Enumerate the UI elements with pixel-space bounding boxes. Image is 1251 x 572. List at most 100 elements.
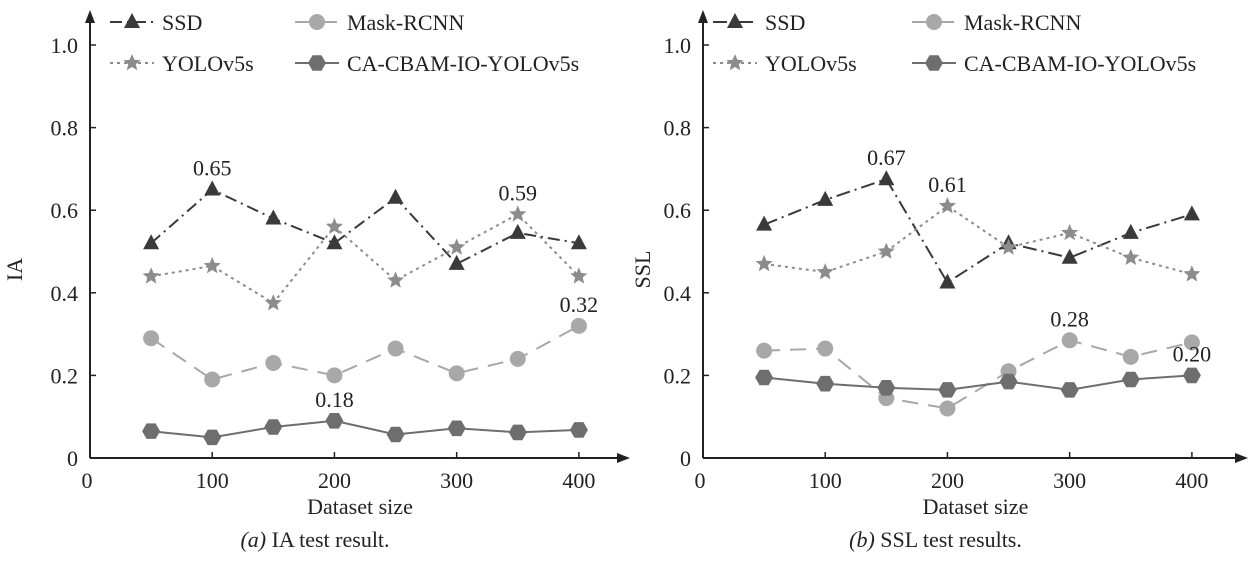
chart-a-series-3 bbox=[142, 413, 588, 446]
chart-a-data-point bbox=[509, 350, 526, 367]
chart-b-series-line bbox=[763, 204, 1193, 276]
chart-a-legend-label: CA-CBAM-IO-YOLOv5s bbox=[347, 51, 579, 76]
chart-b-data-point bbox=[877, 380, 896, 396]
chart-b-series-line bbox=[763, 177, 1193, 284]
chart-b-data-point bbox=[999, 373, 1018, 390]
chart-b-data-point bbox=[755, 254, 773, 272]
chart-b-y-tick-label: 0.4 bbox=[664, 281, 692, 306]
chart-a-data-point bbox=[203, 257, 221, 274]
chart-b-data-point bbox=[938, 197, 956, 214]
chart-a-data-point bbox=[326, 367, 343, 384]
chart-a-legend-label: SSD bbox=[162, 10, 202, 35]
chart-a-y-tick-label: 0 bbox=[67, 446, 78, 471]
chart-a-data-point bbox=[325, 413, 344, 429]
chart-b-data-point bbox=[1061, 248, 1078, 264]
chart-a-series-2 bbox=[142, 205, 588, 311]
chart-b-data-point bbox=[878, 170, 895, 186]
chart-b-x-tick-label: 300 bbox=[1053, 468, 1086, 493]
chart-a-data-point bbox=[142, 267, 160, 284]
chart-a-data-point bbox=[508, 424, 527, 441]
chart-b-data-point bbox=[1183, 205, 1200, 221]
chart-a-x-tick-label: 200 bbox=[318, 468, 351, 493]
chart-b-legend-label: YOLOv5s bbox=[765, 51, 857, 76]
chart-a-data-point bbox=[142, 423, 161, 439]
chart-b-y-axis-arrow bbox=[698, 10, 708, 23]
chart-b-x-tick-label: 200 bbox=[931, 468, 964, 493]
chart-b-y-axis-label: SSL bbox=[630, 251, 655, 289]
chart-b-y-tick-label: 1.0 bbox=[664, 33, 692, 58]
chart-a-legend-marker bbox=[308, 55, 326, 71]
chart-a-y-axis-label: IA bbox=[2, 258, 27, 281]
chart-b-data-point bbox=[1061, 332, 1078, 349]
chart-b-data-point bbox=[939, 273, 956, 289]
chart-a-data-label: 0.32 bbox=[560, 292, 599, 317]
chart-b-data-point bbox=[1183, 334, 1200, 351]
chart-a-data-point bbox=[448, 365, 465, 382]
chart-b-x-tick-label: 100 bbox=[809, 468, 842, 493]
chart-b-series-3 bbox=[755, 367, 1201, 398]
chart-a-data-point bbox=[143, 234, 160, 250]
chart-b-data-point bbox=[1122, 348, 1139, 365]
chart-a-x-tick-label: 300 bbox=[440, 468, 473, 493]
chart-a-data-point bbox=[143, 330, 160, 347]
chart-a-y-tick-label: 0.2 bbox=[51, 363, 79, 388]
chart-a-data-point bbox=[204, 371, 221, 388]
chart-b-data-label: 0.67 bbox=[867, 145, 906, 170]
chart-a-data-point bbox=[509, 205, 527, 222]
chart-a-legend-label: YOLOv5s bbox=[162, 51, 254, 76]
chart-a-series-line bbox=[150, 419, 579, 439]
chart-b-y-tick-label: 0.8 bbox=[664, 116, 692, 141]
chart-a-legend: SSD Mask-RCNN YOLOv5s CA-CBAM-IO-YOLOv5s bbox=[110, 10, 579, 76]
chart-a-series-line bbox=[150, 188, 580, 266]
chart-b-data-point bbox=[1000, 238, 1018, 255]
chart-a-data-point bbox=[387, 271, 405, 288]
chart-b-y-tick-label: 0.6 bbox=[664, 198, 692, 223]
chart-a-ia: 0 100 200 300 400 0 0.2 0.4 0.6 0.8 1.0 Dataset siz… bbox=[2, 10, 630, 519]
chart-a-data-point bbox=[386, 426, 405, 443]
chart-a-data-point bbox=[265, 209, 282, 225]
chart-b-y-tick-label: 0 bbox=[680, 446, 691, 471]
chart-b-x-tick-label: 400 bbox=[1175, 468, 1208, 493]
chart-b-data-point bbox=[756, 342, 773, 359]
chart-b-data-point bbox=[938, 382, 957, 398]
chart-a-legend-marker bbox=[124, 13, 140, 28]
chart-b-data-point bbox=[816, 263, 834, 280]
chart-a-legend-item: SSD bbox=[110, 10, 202, 35]
chart-b-legend-label: CA-CBAM-IO-YOLOv5s bbox=[964, 51, 1196, 76]
chart-b-legend-marker bbox=[726, 54, 744, 71]
chart-a-series-0 bbox=[143, 180, 587, 270]
chart-a-data-point bbox=[203, 429, 222, 446]
chart-b-data-label: 0.28 bbox=[1050, 306, 1089, 331]
caption-a: (a) IA test result. bbox=[0, 527, 630, 553]
caption-b-label: (b) bbox=[849, 527, 875, 552]
chart-b-data-point bbox=[1121, 371, 1140, 388]
chart-b-x-axis-arrow bbox=[1235, 453, 1248, 463]
caption-b-text: SSL test results. bbox=[874, 527, 1022, 552]
chart-a-data-point bbox=[326, 234, 343, 250]
chart-b-data-point bbox=[1182, 367, 1201, 384]
chart-b-data-point bbox=[755, 369, 774, 386]
chart-a-y-tick-label: 0.4 bbox=[51, 281, 79, 306]
chart-b-legend: SSD Mask-RCNN YOLOv5s CA-CBAM-IO-YOLOv5s bbox=[713, 10, 1196, 76]
chart-b-x-axis-label: Dataset size bbox=[923, 494, 1029, 519]
chart-a-legend-label: Mask-RCNN bbox=[347, 10, 464, 35]
chart-b-x-tick-label: 0 bbox=[695, 468, 706, 493]
caption-b: (b) SSL test results. bbox=[620, 527, 1251, 553]
chart-b-ssl: 0 100 200 300 400 0 0.2 0.4 0.6 0.8 1.0 Dataset siz… bbox=[630, 10, 1248, 519]
chart-a-data-label: 0.65 bbox=[193, 156, 232, 181]
chart-b-data-point bbox=[1060, 382, 1079, 398]
chart-b-legend-item: SSD bbox=[713, 10, 805, 35]
chart-a-data-label: 0.59 bbox=[499, 180, 538, 205]
chart-a-y-tick-label: 0.6 bbox=[51, 198, 79, 223]
chart-a-data-point bbox=[325, 217, 343, 234]
chart-b-data-point bbox=[877, 242, 895, 259]
chart-a-data-point bbox=[387, 188, 404, 204]
chart-b-data-point bbox=[756, 215, 773, 231]
chart-b-data-label: 0.20 bbox=[1173, 341, 1212, 366]
caption-a-label: (a) bbox=[240, 527, 267, 552]
chart-a-y-axis-arrow bbox=[85, 10, 95, 23]
chart-b-data-point bbox=[939, 400, 956, 417]
chart-b-series-0 bbox=[756, 170, 1200, 289]
chart-b-data-point bbox=[817, 340, 834, 357]
chart-b-y-tick-label: 0.2 bbox=[664, 363, 692, 388]
